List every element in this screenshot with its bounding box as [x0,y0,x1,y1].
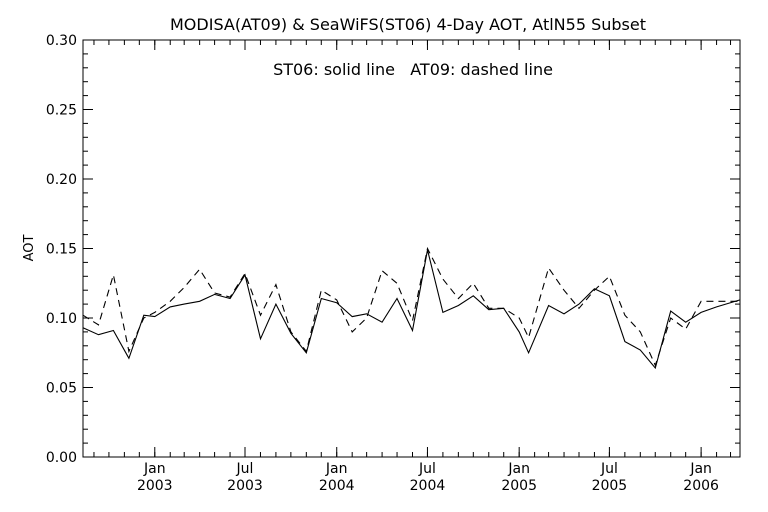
plot-frame [82,39,741,458]
x-tick-month-label: Jul [236,461,254,477]
x-tick-year-label: 2003 [137,478,173,494]
y-tick-label: 0.05 [46,381,77,397]
series-line-at09 [82,246,740,367]
y-tick-label: 0.10 [46,311,77,327]
y-tick-label: 0.20 [46,172,77,188]
x-tick-year-label: 2005 [592,478,628,494]
series-layer [82,246,741,370]
x-tick-month-label: Jan [143,461,166,477]
x-tick-year-label: 2004 [319,478,355,494]
x-tick-year-label: 2005 [501,478,537,494]
x-tick-month-label: Jan [689,461,712,477]
x-tick-month-label: Jan [507,461,530,477]
x-axis: Jan2003Jul2003Jan2004Jul2004Jan2005Jul20… [93,40,732,494]
x-tick-year-label: 2003 [227,478,263,494]
x-tick-year-label: 2004 [410,478,446,494]
y-tick-label: 0.25 [46,103,77,119]
chart-title: MODISA(AT09) & SeaWiFS(ST06) 4-Day AOT, … [170,15,646,34]
line-style-annotation: ST06: solid line AT09: dashed line [273,60,553,79]
y-tick-label: 0.30 [46,33,77,49]
series-line-st06 [82,249,741,370]
y-axis: 0.00 0.05 0.10 0.15 0.20 0.25 0.30 [46,33,740,466]
y-axis-label: AOT [22,235,37,262]
x-tick-year-label: 2006 [683,478,719,494]
y-tick-label: 0.15 [46,242,77,258]
y-tick-label: 0.00 [46,450,77,466]
x-tick-month-label: Jul [418,461,436,477]
x-tick-month-label: Jan [325,461,348,477]
x-tick-month-label: Jul [600,461,618,477]
